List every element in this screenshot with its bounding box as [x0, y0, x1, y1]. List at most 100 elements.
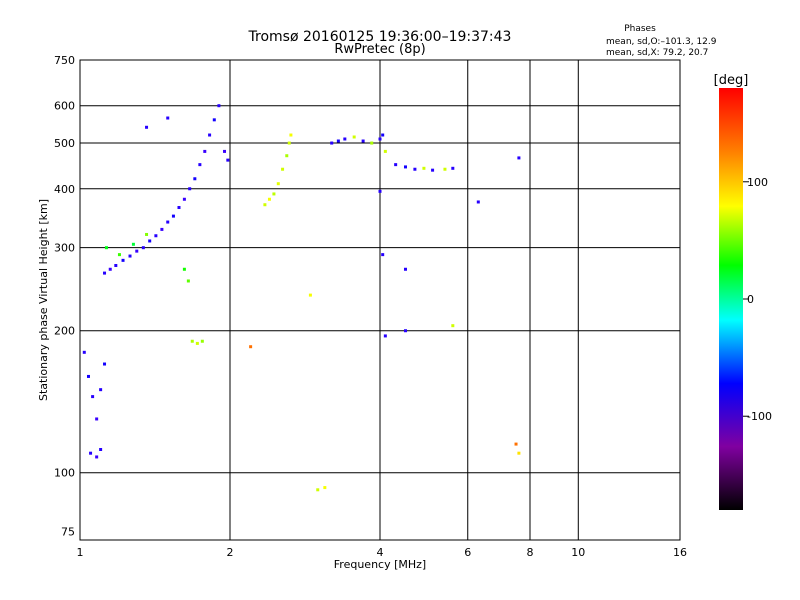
data-point: [121, 258, 125, 262]
data-point: [91, 395, 95, 399]
x-tick-label: 16: [673, 546, 687, 559]
data-point: [198, 163, 202, 167]
data-point: [95, 455, 99, 459]
data-point: [82, 350, 86, 354]
phase-box-header: Phases: [624, 24, 656, 34]
data-point: [316, 488, 320, 492]
data-point: [443, 167, 447, 171]
data-point: [281, 167, 285, 171]
data-point: [188, 187, 192, 191]
data-point: [104, 246, 108, 250]
colorbar-tick-label: 100: [747, 176, 768, 189]
chart-subtitle: RwPretec (8p): [334, 42, 425, 57]
colorbar-tick-label: -100: [747, 410, 772, 423]
data-point: [403, 267, 407, 271]
phase-box-line2: mean, sd,X: 79.2, 20.7: [606, 48, 708, 58]
data-point: [413, 167, 417, 171]
data-points: [82, 104, 521, 492]
colorbar-ticks: 100 0 -100: [743, 176, 772, 423]
data-point: [148, 239, 152, 243]
y-axis-label: Stationary phase Virtual Height [km]: [37, 199, 50, 401]
data-point: [514, 442, 518, 446]
data-point: [381, 253, 385, 257]
data-point: [517, 156, 521, 160]
data-point: [394, 163, 398, 167]
data-point: [131, 242, 135, 246]
data-point: [263, 203, 267, 207]
data-point: [195, 341, 199, 345]
colorbar-tick-label: 0: [747, 293, 754, 306]
data-point: [154, 234, 158, 238]
data-point: [476, 200, 480, 204]
x-tick-label: 2: [227, 546, 234, 559]
data-point: [451, 324, 455, 328]
data-point: [422, 166, 426, 170]
data-point: [249, 345, 253, 349]
colorbar-label: [deg]: [714, 73, 749, 88]
data-point: [267, 197, 271, 201]
data-point: [177, 206, 181, 210]
y-tick-label: 600: [54, 100, 75, 113]
data-point: [208, 133, 212, 137]
data-point: [378, 137, 382, 141]
data-point: [182, 267, 186, 271]
y-tick-label: 750: [54, 54, 75, 67]
data-point: [114, 264, 118, 268]
plot-frame: [79, 59, 681, 541]
data-point: [352, 135, 356, 139]
data-point: [285, 154, 289, 158]
data-point: [323, 486, 327, 490]
data-point: [89, 451, 93, 455]
data-point: [190, 339, 194, 343]
data-point: [403, 329, 407, 333]
data-point: [117, 253, 121, 257]
data-point: [289, 133, 293, 137]
ticks: 1 2 4 6 8 10 16 75 100 200 300 400 500 600 750: [54, 54, 687, 559]
y-tick-label: 100: [54, 467, 75, 480]
data-point: [217, 104, 221, 108]
data-point: [86, 374, 90, 378]
data-point: [186, 279, 190, 283]
data-point: [451, 166, 455, 170]
data-point: [343, 137, 347, 141]
x-tick-label: 1: [77, 546, 84, 559]
data-point: [361, 139, 365, 143]
data-point: [287, 141, 291, 145]
grid: [80, 60, 680, 540]
colorbar: [719, 88, 743, 510]
data-point: [517, 451, 521, 455]
data-point: [330, 141, 334, 145]
data-point: [431, 168, 435, 172]
data-point: [145, 232, 149, 236]
data-point: [378, 189, 382, 193]
data-point: [383, 149, 387, 153]
data-point: [171, 214, 175, 218]
data-point: [128, 254, 132, 258]
data-point: [200, 339, 204, 343]
data-point: [272, 192, 276, 196]
data-point: [212, 118, 216, 122]
data-point: [108, 267, 112, 271]
data-point: [99, 447, 103, 451]
data-point: [276, 182, 280, 186]
x-tick-label: 6: [464, 546, 471, 559]
data-point: [95, 417, 99, 421]
data-point: [99, 388, 103, 392]
data-point: [370, 141, 374, 145]
y-tick-label: 400: [54, 183, 75, 196]
data-point: [383, 334, 387, 338]
y-tick-label: 200: [54, 325, 75, 338]
data-point: [160, 227, 164, 231]
data-point: [203, 149, 207, 153]
data-point: [103, 271, 107, 275]
data-point: [166, 220, 170, 224]
y-tick-label: 500: [54, 137, 75, 150]
x-axis-label: Frequency [MHz]: [334, 558, 426, 571]
x-tick-label: 10: [571, 546, 585, 559]
data-point: [403, 165, 407, 169]
y-tick-label: 75: [61, 526, 75, 539]
data-point: [182, 197, 186, 201]
data-point: [166, 116, 170, 120]
data-point: [103, 362, 107, 366]
